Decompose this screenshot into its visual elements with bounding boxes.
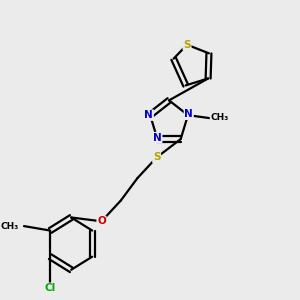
- Text: N: N: [184, 109, 193, 119]
- Text: O: O: [97, 216, 106, 226]
- Text: S: S: [153, 152, 160, 162]
- Text: S: S: [183, 40, 191, 50]
- Text: CH₃: CH₃: [1, 222, 19, 231]
- Text: N: N: [153, 133, 162, 142]
- Text: CH₃: CH₃: [210, 113, 229, 122]
- Text: N: N: [144, 110, 153, 120]
- Text: Cl: Cl: [45, 283, 56, 293]
